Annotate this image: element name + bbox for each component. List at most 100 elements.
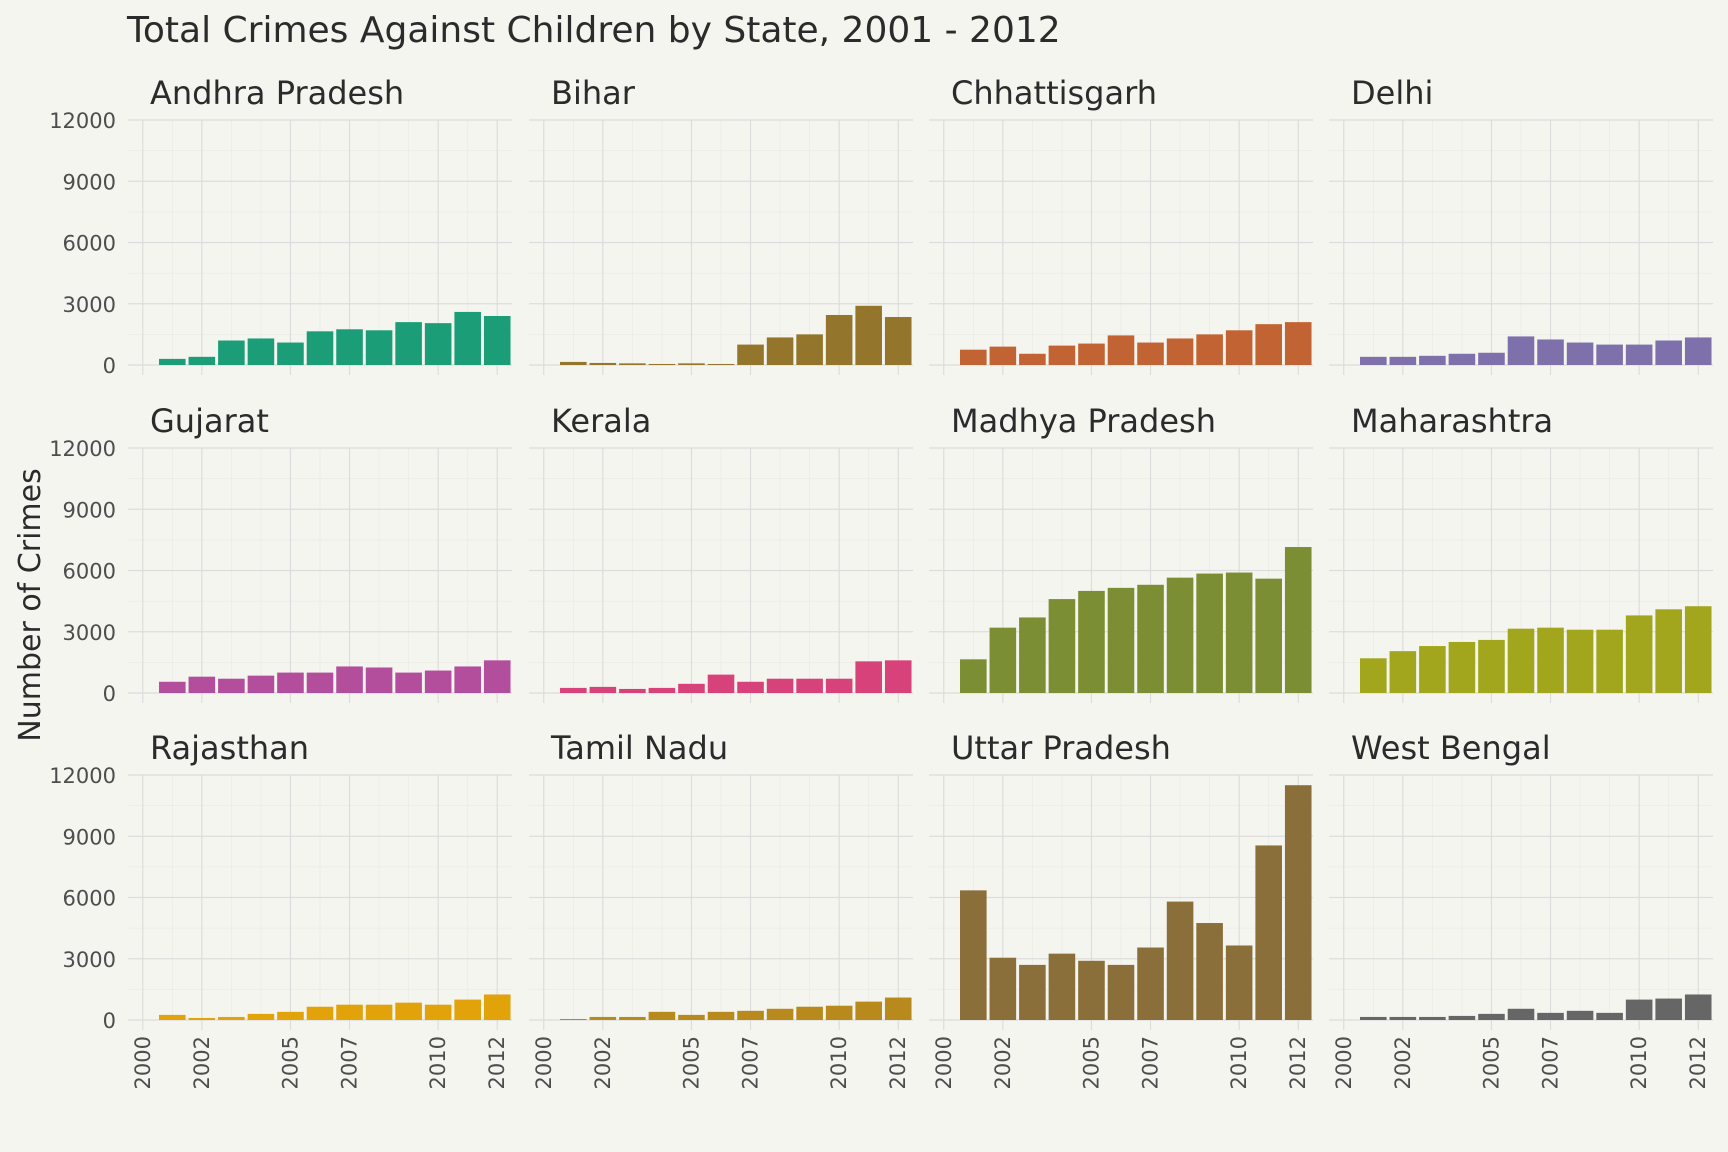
bar-delhi-2012 (1684, 337, 1712, 365)
x-tick-label: 2012 (886, 1036, 910, 1089)
y-tick-label: 6000 (63, 232, 116, 256)
x-tick-label: 2012 (1686, 1036, 1710, 1089)
facet-title: West Bengal (1351, 729, 1551, 767)
bar-delhi-2003 (1419, 355, 1446, 365)
x-tick-label: 2010 (426, 1036, 450, 1089)
bar-tamil-nadu-2012 (884, 997, 912, 1020)
panel-gujarat: Gujarat 0 3000 6000 9000 12000 (49, 402, 512, 706)
x-tick-label: 2000 (932, 1036, 956, 1089)
bar-tamil-nadu-2006 (707, 1011, 735, 1020)
bar-gujarat-2012 (483, 660, 511, 693)
bar-bihar-2003 (619, 363, 646, 365)
y-tick-label: 9000 (63, 170, 116, 194)
bar-bihar-2010 (825, 314, 853, 365)
facet-title: Tamil Nadu (550, 729, 728, 767)
x-tick-label: 2002 (190, 1036, 214, 1089)
bar-andhra-pradesh-2003 (218, 340, 245, 365)
bar-tamil-nadu-2008 (766, 1008, 794, 1020)
bar-madhya-pradesh-2006 (1107, 587, 1135, 693)
y-tick-label: 3000 (63, 293, 116, 317)
bar-chhattisgarh-2005 (1078, 343, 1105, 365)
bar-west-bengal-2004 (1448, 1015, 1476, 1020)
x-tick-label: 2002 (1391, 1036, 1415, 1089)
bar-rajasthan-2012 (483, 994, 511, 1020)
bar-madhya-pradesh-2003 (1019, 617, 1046, 693)
facet-title: Delhi (1351, 74, 1433, 112)
x-tick-label: 2002 (591, 1036, 615, 1089)
bar-andhra-pradesh-2006 (306, 331, 334, 365)
bar-bihar-2004 (648, 363, 676, 365)
bar-uttar-pradesh-2008 (1166, 901, 1194, 1020)
bar-uttar-pradesh-2009 (1196, 923, 1223, 1020)
bar-delhi-2010 (1625, 344, 1653, 365)
facet-title: Kerala (551, 402, 651, 440)
bar-kerala-2002 (589, 686, 617, 693)
y-tick-label: 12000 (49, 764, 116, 788)
bar-chhattisgarh-2008 (1166, 338, 1194, 365)
x-tick-label: 2000 (1332, 1036, 1356, 1089)
bar-andhra-pradesh-2010 (424, 323, 452, 365)
bar-kerala-2010 (825, 678, 853, 693)
facet-panels: Andhra Pradesh 0 3000 6000 9000 12000 Bihar Chh… (49, 74, 1713, 1089)
y-tick-label: 9000 (63, 825, 116, 849)
bar-gujarat-2003 (218, 678, 245, 693)
bar-rajasthan-2005 (277, 1011, 304, 1020)
bar-madhya-pradesh-2012 (1284, 547, 1312, 693)
bar-andhra-pradesh-2004 (247, 338, 275, 365)
bar-madhya-pradesh-2010 (1225, 572, 1253, 693)
bar-madhya-pradesh-2008 (1166, 577, 1194, 693)
y-axis-title: Number of Crimes (13, 468, 48, 741)
bar-gujarat-2009 (395, 672, 422, 693)
bar-tamil-nadu-2005 (678, 1014, 705, 1020)
bar-uttar-pradesh-2006 (1107, 964, 1135, 1020)
panel-maharashtra: Maharashtra (1329, 402, 1713, 703)
bar-delhi-2005 (1478, 352, 1505, 365)
bar-delhi-2011 (1655, 340, 1682, 365)
bar-delhi-2004 (1448, 353, 1476, 365)
x-tick-label: 2010 (1627, 1036, 1651, 1089)
bar-west-bengal-2010 (1625, 999, 1653, 1020)
bar-tamil-nadu-2007 (737, 1010, 764, 1020)
bar-andhra-pradesh-2007 (336, 329, 363, 365)
bar-tamil-nadu-2004 (648, 1011, 676, 1020)
panel-delhi: Delhi (1329, 74, 1713, 375)
x-tick-label: 2005 (1079, 1036, 1103, 1089)
bar-bihar-2009 (796, 334, 823, 365)
bar-chhattisgarh-2001 (960, 349, 987, 365)
bar-bihar-2007 (737, 344, 764, 365)
bar-maharashtra-2009 (1596, 629, 1623, 693)
bar-tamil-nadu-2002 (589, 1016, 617, 1020)
x-tick-label: 2007 (739, 1036, 763, 1089)
bar-chhattisgarh-2011 (1255, 324, 1282, 365)
bar-tamil-nadu-2001 (560, 1018, 587, 1020)
bar-madhya-pradesh-2009 (1196, 573, 1223, 693)
bar-chhattisgarh-2003 (1019, 353, 1046, 365)
bar-maharashtra-2006 (1507, 628, 1535, 693)
x-tick-label: 2012 (485, 1036, 509, 1089)
bar-madhya-pradesh-2001 (960, 659, 987, 693)
bar-bihar-2005 (678, 363, 705, 365)
facet-title: Uttar Pradesh (951, 729, 1171, 767)
x-tick-label: 2012 (1286, 1036, 1310, 1089)
bar-uttar-pradesh-2003 (1019, 964, 1046, 1020)
facet-title: Gujarat (150, 402, 269, 440)
bar-maharashtra-2011 (1655, 609, 1682, 693)
bar-kerala-2004 (648, 687, 676, 693)
panel-andhra-pradesh: Andhra Pradesh 0 3000 6000 9000 12000 (49, 74, 512, 378)
bar-gujarat-2005 (277, 672, 304, 693)
bar-delhi-2002 (1389, 356, 1417, 365)
x-tick-label: 2002 (991, 1036, 1015, 1089)
bar-rajasthan-2004 (247, 1013, 275, 1020)
bar-andhra-pradesh-2011 (454, 311, 481, 365)
x-tick-label: 2007 (338, 1036, 362, 1089)
panel-tamil-nadu: Tamil Nadu 2000 2002 2005 2007 2010 2012 (529, 729, 913, 1089)
bar-rajasthan-2003 (218, 1016, 245, 1020)
y-tick-label: 0 (103, 1009, 116, 1033)
bar-west-bengal-2002 (1389, 1016, 1417, 1020)
bar-bihar-2011 (855, 305, 882, 365)
bar-west-bengal-2006 (1507, 1008, 1535, 1020)
panel-bihar: Bihar (529, 74, 913, 375)
bar-madhya-pradesh-2002 (989, 627, 1017, 693)
x-tick-label: 2007 (1139, 1036, 1163, 1089)
bar-andhra-pradesh-2012 (483, 316, 511, 365)
